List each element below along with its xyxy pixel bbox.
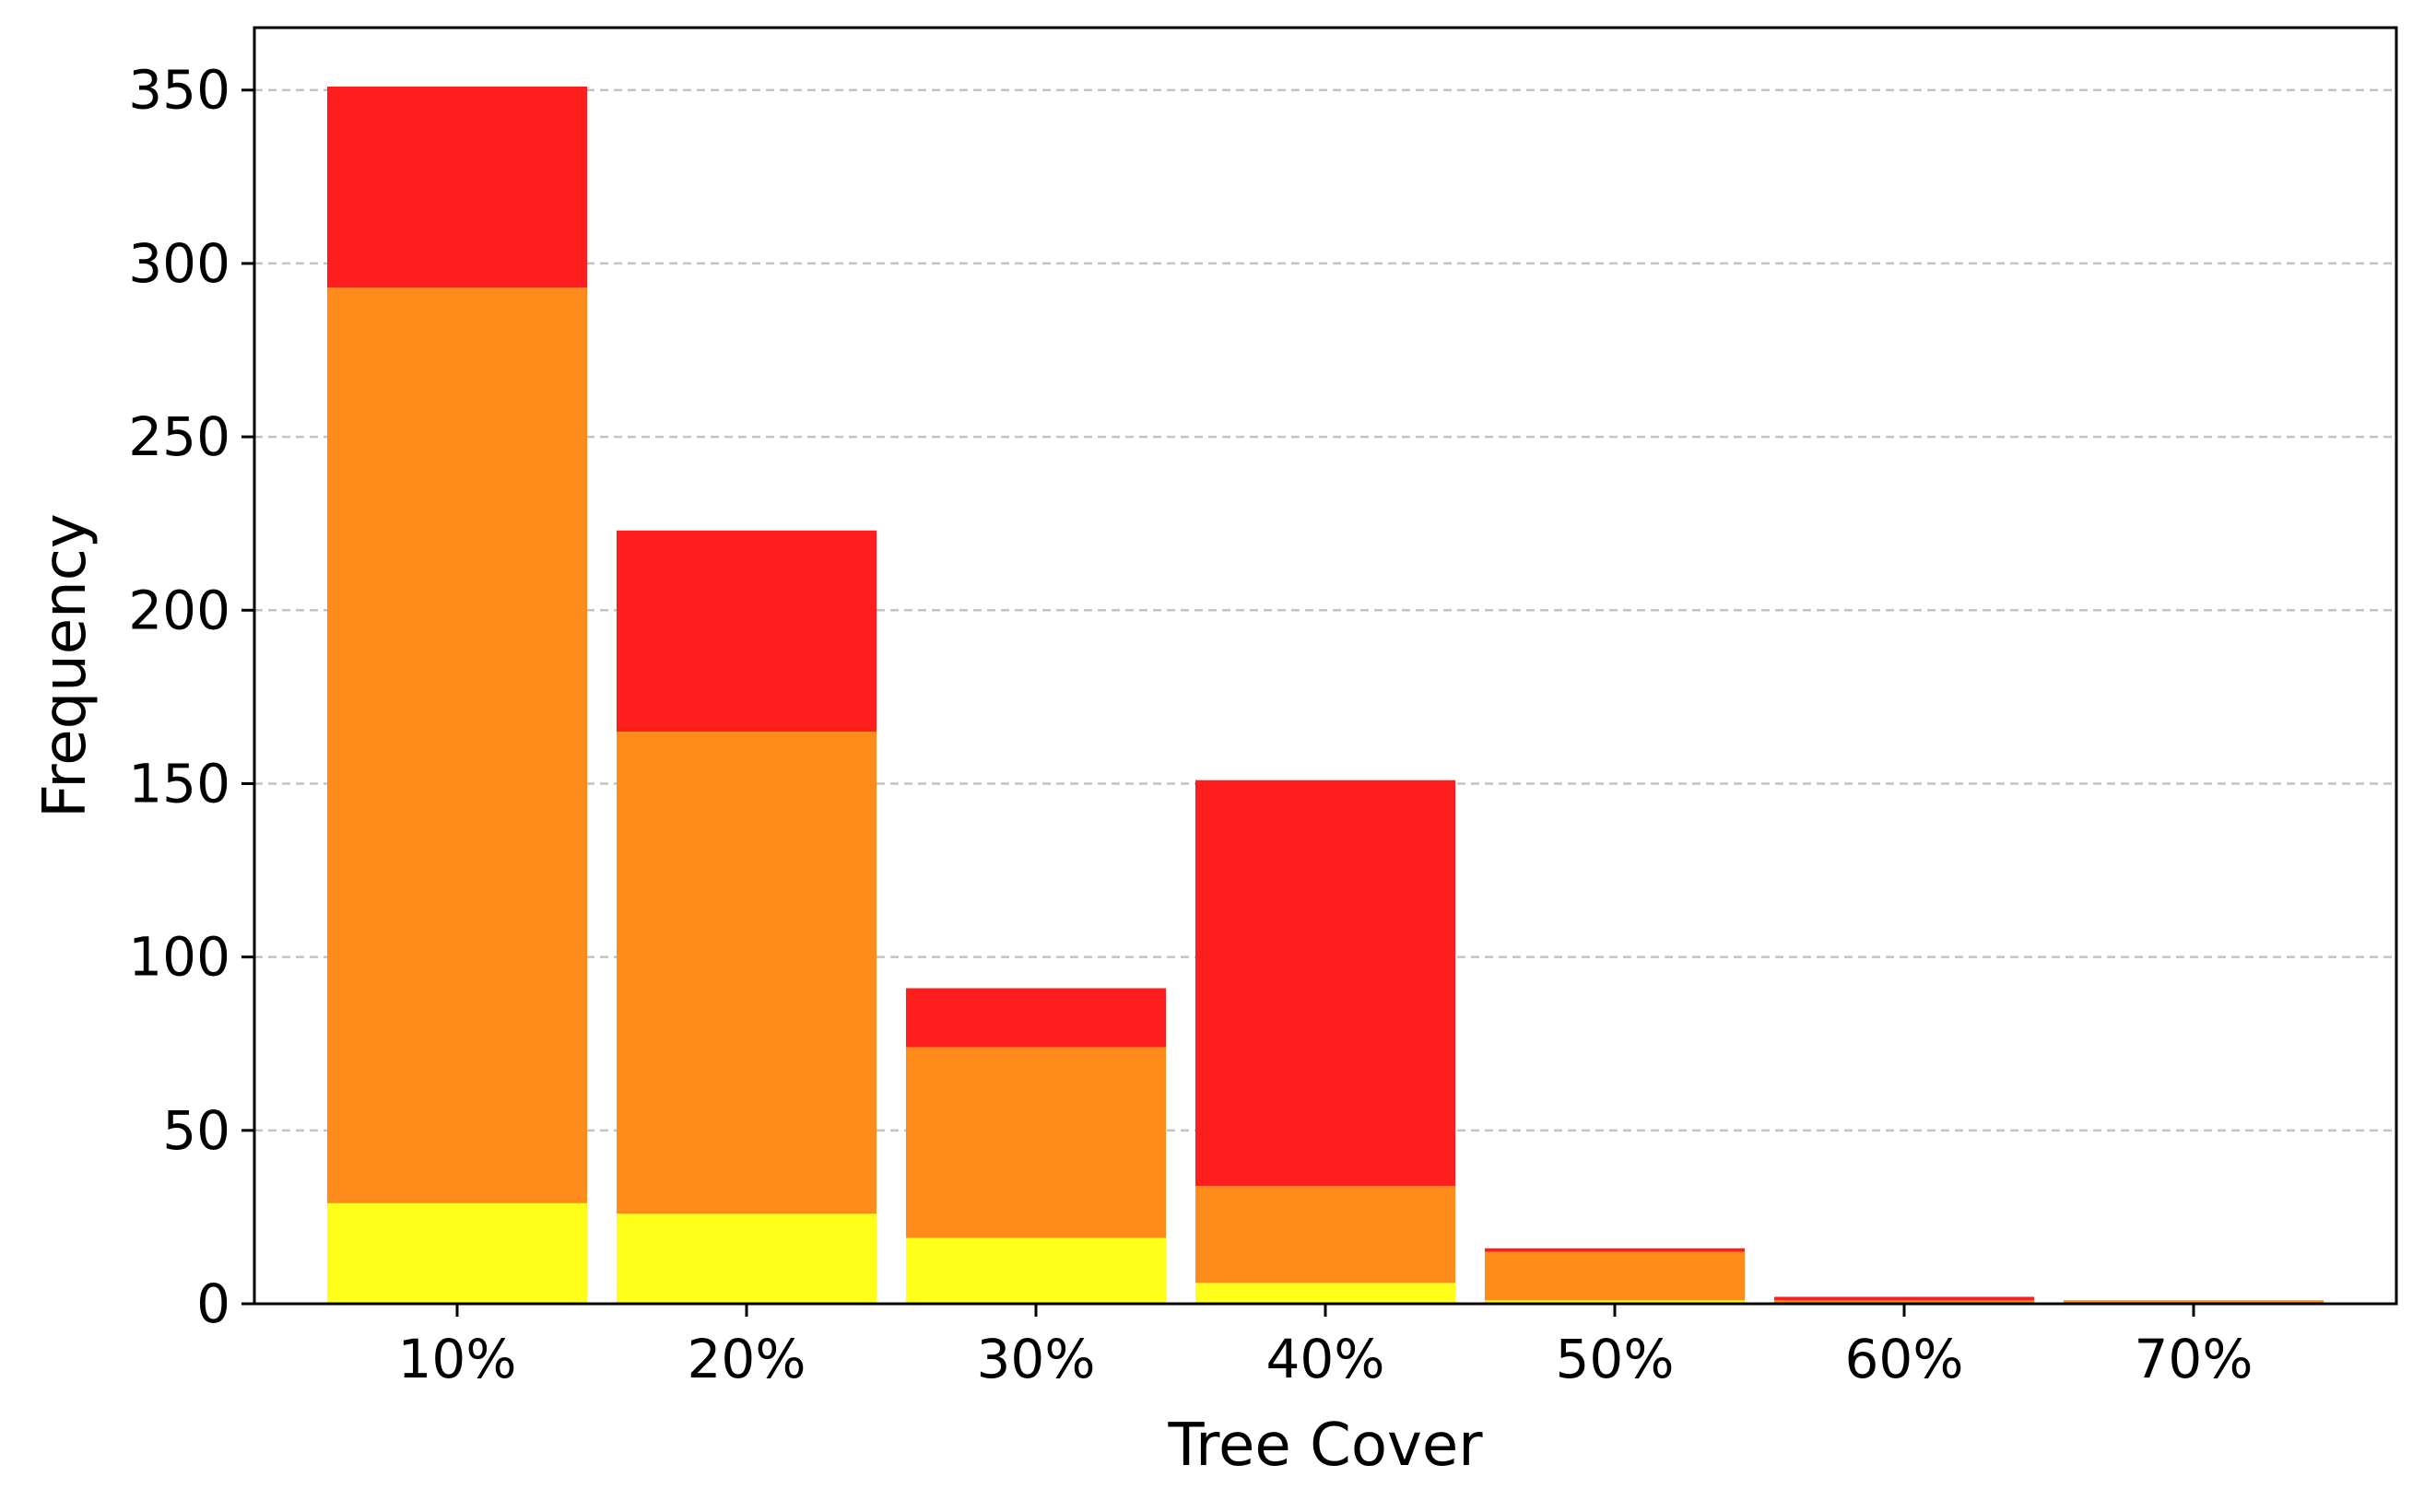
x-tick-label: 50% [1556, 1328, 1675, 1390]
bar-segment-60pct-series-3 [1774, 1296, 2034, 1301]
x-tick-label: 40% [1266, 1328, 1385, 1390]
bar-segment-10pct-series-1 [327, 1202, 587, 1304]
bar-segment-70pct-series-2 [2064, 1300, 2324, 1304]
bar-segment-20pct-series-2 [617, 732, 877, 1214]
bar-segment-40pct-series-1 [1195, 1283, 1455, 1304]
bar-segment-10pct-series-3 [327, 86, 587, 288]
y-axis-title: Frequency [31, 513, 100, 818]
y-tick-label: 0 [196, 1272, 230, 1335]
y-tick-label: 350 [128, 59, 230, 122]
bar-segment-40pct-series-3 [1195, 779, 1455, 1187]
x-axis-title: Tree Cover [1167, 1412, 1483, 1480]
bar-segment-30pct-series-1 [906, 1237, 1166, 1304]
x-tick-label: 60% [1845, 1328, 1964, 1390]
y-tick-label: 300 [128, 232, 230, 295]
bar-segment-60pct-series-2 [1774, 1300, 2034, 1304]
bars [327, 86, 2324, 1304]
bar-segment-10pct-series-2 [327, 287, 587, 1203]
y-tick-label: 250 [128, 405, 230, 468]
bar-segment-40pct-series-2 [1195, 1186, 1455, 1283]
bar-segment-50pct-series-1 [1485, 1300, 1745, 1304]
y-tick-label: 100 [128, 926, 230, 989]
y-tick-label: 150 [128, 752, 230, 815]
bar-segment-30pct-series-2 [906, 1047, 1166, 1238]
ticks: 0 50 100 150 200 250 300 350 10% 20% 30% 40% 50% 60% 7… [128, 59, 2253, 1390]
x-tick-label: 20% [688, 1328, 806, 1390]
x-tick-label: 30% [977, 1328, 1096, 1390]
bar-segment-50pct-series-2 [1485, 1251, 1745, 1301]
bar-segment-30pct-series-3 [906, 988, 1166, 1048]
y-tick-label: 200 [128, 579, 230, 641]
x-tick-label: 10% [398, 1328, 517, 1390]
x-tick-label: 70% [2135, 1328, 2253, 1390]
bar-segment-20pct-series-3 [617, 530, 877, 733]
bar-segment-50pct-series-3 [1485, 1248, 1745, 1252]
bar-segment-20pct-series-1 [617, 1213, 877, 1304]
y-tick-label: 50 [162, 1099, 230, 1162]
